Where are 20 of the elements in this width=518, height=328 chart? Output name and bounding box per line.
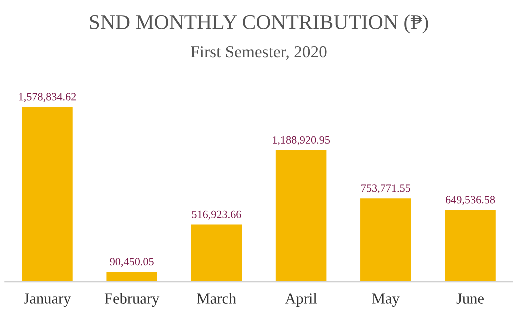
bar	[22, 107, 73, 282]
bar	[360, 198, 412, 282]
data-label: 753,771.55	[362, 184, 410, 194]
data-label: 1,578,834.62	[19, 93, 76, 102]
x-tick-label: March	[197, 293, 236, 304]
chart-subtitle: First Semester, 2020	[191, 46, 327, 60]
data-label: 516,923.66	[192, 210, 242, 220]
bar	[445, 210, 496, 282]
x-tick-label: April	[285, 293, 318, 308]
data-label: 649,536.58	[446, 196, 496, 206]
x-tick-label: January	[24, 294, 72, 308]
chart-title: SND MONTHLY CONTRIBUTION (₱)	[90, 14, 428, 34]
bar	[106, 272, 158, 282]
x-tick-label: May	[372, 294, 400, 308]
x-tick-label: June	[456, 294, 484, 304]
x-tick-label: February	[104, 293, 160, 308]
bar	[276, 150, 327, 282]
data-label: 1,188,920.95	[273, 136, 330, 146]
bar	[191, 224, 242, 282]
data-label: 90,450.05	[110, 258, 154, 268]
